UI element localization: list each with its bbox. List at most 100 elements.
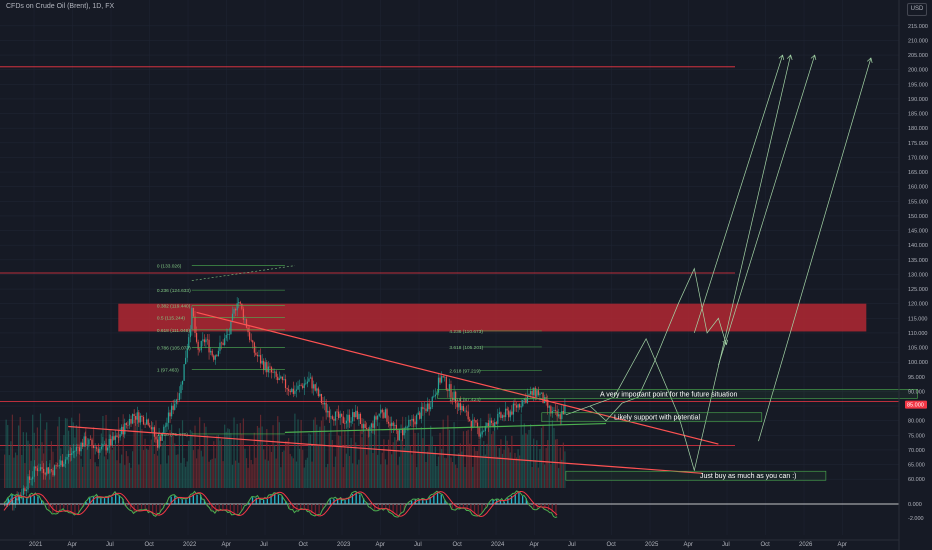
candle-body xyxy=(4,505,6,507)
candle-body xyxy=(313,384,315,389)
candle-body xyxy=(8,500,10,503)
volume-bar xyxy=(28,443,31,488)
volume-bar xyxy=(313,419,315,488)
volume-bar xyxy=(177,454,179,488)
volume-bar xyxy=(431,436,433,488)
candle-body xyxy=(256,354,259,357)
candle-body xyxy=(177,399,179,401)
candle-body xyxy=(355,410,357,418)
candle-body xyxy=(160,436,162,441)
indicator-histogram-bar xyxy=(244,504,246,506)
candle-body xyxy=(250,339,252,341)
candle-body xyxy=(439,377,441,383)
volume-bar xyxy=(325,467,327,488)
volume-bar xyxy=(160,464,162,488)
volume-bar xyxy=(316,424,318,488)
current-price-label: 85.000 xyxy=(907,403,924,409)
candle-body xyxy=(91,439,93,446)
volume-bar xyxy=(224,424,226,488)
volume-bar xyxy=(295,461,298,488)
time-axis[interactable]: 2021 Apr Jul Oct 2022 Apr Jul Oct 2023 Apr Jul Oct 2… xyxy=(0,539,899,548)
indicator-histogram-bar xyxy=(355,492,357,504)
candle-body xyxy=(348,414,351,423)
volume-bar xyxy=(283,450,285,488)
candle-body xyxy=(286,388,288,390)
y-tick-label: 155.000 xyxy=(908,199,928,205)
volume-bar xyxy=(314,417,316,488)
candle-body xyxy=(509,411,511,418)
indicator-histogram-bar xyxy=(270,495,272,504)
candle-body xyxy=(298,384,301,386)
candle-body xyxy=(539,393,541,395)
candle-body xyxy=(216,355,218,357)
trendlines xyxy=(68,311,719,474)
candle-body xyxy=(306,381,308,384)
volume-bar xyxy=(186,461,188,488)
y-tick-label: 95.000 xyxy=(908,375,925,381)
candle-body xyxy=(434,394,436,397)
indicator-histogram-bar xyxy=(385,504,387,509)
volume-bar xyxy=(144,438,146,488)
candle-body xyxy=(192,307,195,317)
candle-body xyxy=(289,390,291,393)
candle-body xyxy=(239,302,241,304)
volume-bar xyxy=(461,451,463,488)
candle-body xyxy=(422,406,424,410)
candle-body xyxy=(536,390,538,397)
candle-body xyxy=(33,466,35,477)
candle-body xyxy=(403,427,405,436)
candle-body xyxy=(456,403,458,408)
indicator-histogram-bar xyxy=(403,504,405,512)
indicator-histogram-bar xyxy=(7,498,9,504)
indicator-histogram-bar xyxy=(503,501,505,504)
volume-bar xyxy=(515,457,518,488)
volume-bar xyxy=(174,443,176,488)
volume-bar xyxy=(110,429,112,488)
volume-bar xyxy=(194,425,196,488)
currency-button[interactable]: USD xyxy=(907,3,927,16)
indicator-histogram-bar xyxy=(203,499,206,504)
volume-bar xyxy=(256,426,259,488)
candle-body xyxy=(408,419,410,427)
candle-body xyxy=(387,421,390,424)
indicator-histogram-bar xyxy=(100,498,102,504)
candle-body xyxy=(194,316,196,334)
volume-bar xyxy=(195,458,198,488)
price-axis[interactable]: 215.000 210.000 205.000 200.000 195.000 190.0… xyxy=(898,0,928,550)
volume-bar xyxy=(236,423,238,488)
candle-body xyxy=(511,411,513,415)
candle-body xyxy=(188,337,190,349)
indicator-histogram-bar xyxy=(15,496,17,504)
volume-bar xyxy=(519,455,521,488)
volume-bar xyxy=(451,462,454,488)
candle-body xyxy=(138,412,140,423)
volume-bar xyxy=(46,422,48,488)
volume-bar xyxy=(334,456,337,488)
volume-bar xyxy=(338,435,340,488)
volume-bar xyxy=(244,448,246,488)
volume-bar xyxy=(350,437,352,488)
candle-body xyxy=(405,427,407,428)
indicator-histogram-bar xyxy=(155,504,157,516)
candle-body xyxy=(146,419,148,425)
indicator-histogram-bar xyxy=(529,504,531,506)
y-tick-label: 195.000 xyxy=(908,82,928,88)
candle-body xyxy=(528,394,530,396)
candle-body xyxy=(58,465,60,467)
candle-body xyxy=(445,376,447,391)
indicator-histogram-bar xyxy=(118,495,120,504)
volume-bar xyxy=(19,417,21,488)
fib-level-label: 0.382 (119.440) xyxy=(157,303,191,309)
volume-bar xyxy=(422,438,424,488)
indicator-histogram-bar xyxy=(26,498,28,504)
candle-body xyxy=(334,411,337,421)
candle-body xyxy=(358,413,360,420)
volume-bar xyxy=(409,445,411,488)
volume-bar xyxy=(127,456,129,488)
candle-body xyxy=(322,403,324,405)
volume-bar xyxy=(7,425,9,488)
current-price-tag xyxy=(905,400,927,409)
volume-bar xyxy=(480,418,482,488)
volume-bar xyxy=(403,447,405,488)
